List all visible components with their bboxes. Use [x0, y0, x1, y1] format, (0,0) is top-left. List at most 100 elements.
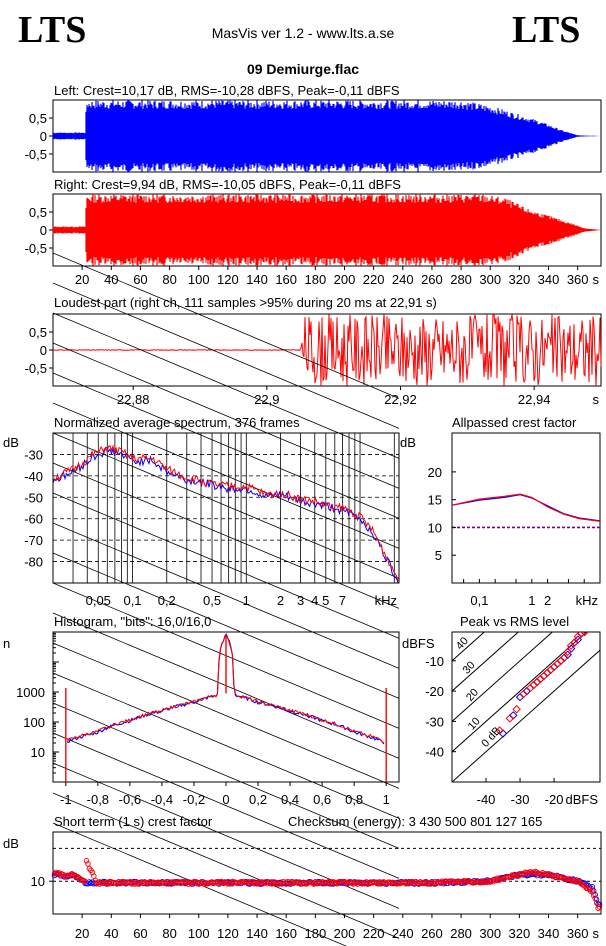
right-waveform-xtick-label: 280 [450, 272, 472, 287]
average-spectrum-plot [53, 444, 399, 583]
short-term-crest-point [85, 861, 91, 867]
histogram-xtick-label: -0,2 [183, 792, 205, 807]
right-waveform-xtick-label: 360 [567, 272, 589, 287]
short-term-crest-point [427, 881, 434, 887]
histogram-xtick-label: -0,8 [87, 792, 109, 807]
average-spectrum-ytick-label: -80 [24, 555, 43, 570]
allpassed-crest-ytick-label: 15 [428, 493, 442, 508]
right-waveform-xtick-label: 20 [75, 272, 89, 287]
average-spectrum-series-1 [53, 444, 399, 582]
peak-vs-rms-crest-label: 30 [461, 659, 478, 676]
average-spectrum-xtick-label: 5 [322, 593, 329, 608]
peak-vs-rms-point [580, 632, 589, 637]
short-term-crest-point [593, 896, 600, 903]
peak-vs-rms-point [495, 726, 504, 735]
short-term-crest-point [596, 904, 603, 910]
average-spectrum-ytick-label: -40 [24, 469, 43, 484]
allpassed-crest-xtick-label: 2 [544, 593, 551, 608]
loudest-part-ytick-label: 0 [40, 343, 47, 358]
app-title: MasVis ver 1.2 - www.lts.a.se [211, 25, 395, 41]
allpassed-crest-ytick-label: 10 [428, 520, 442, 535]
peak-vs-rms-xtick-label: -30 [511, 792, 530, 807]
short-term-crest-xtick-label: 180 [304, 926, 326, 941]
loudest-part-ytick-label: -0,5 [25, 361, 47, 376]
allpassed-crest-ylabel: dB [400, 435, 416, 450]
loudest-part-signal [52, 314, 602, 387]
short-term-crest-xtick-label: 160 [275, 926, 297, 941]
loudest-part-ytick-label: 0,5 [29, 325, 47, 340]
average-spectrum-slope-line [52, 732, 400, 879]
short-term-crest-point [77, 876, 84, 882]
short-term-crest-point [573, 877, 579, 883]
lts-logo-left: LTS [18, 9, 87, 51]
short-term-crest-xtick-label: 300 [479, 926, 501, 941]
right-waveform-signal [52, 194, 601, 266]
histogram-xtick-label: -1 [60, 792, 72, 807]
short-term-crest-xtick-label: 240 [392, 926, 414, 941]
short-term-crest-xtick-label: 100 [188, 926, 210, 941]
right-waveform-xtick-label: 100 [188, 272, 210, 287]
short-term-crest-point [330, 878, 336, 885]
loudest-part-xtick-label: 22,9 [254, 392, 279, 407]
peak-vs-rms-plot [452, 632, 600, 782]
histogram-xtick-label: -0,4 [151, 792, 173, 807]
histogram-xtick-label: -0,6 [119, 792, 141, 807]
short-term-crest-point [56, 869, 62, 876]
peak-vs-rms-point [570, 638, 579, 647]
average-spectrum-slope-line [52, 312, 400, 459]
histogram-ytick-label: 100 [23, 715, 45, 730]
short-term-crest-xtick-label: 280 [450, 926, 472, 941]
histogram-title: Histogram, "bits": 16,0/16,0 [54, 614, 211, 629]
average-spectrum-slope-line [52, 402, 400, 549]
peak-vs-rms-xunit-label: dBFS [565, 792, 598, 807]
right-waveform-xtick-label: 260 [421, 272, 443, 287]
average-spectrum-xtick-label: 0,1 [123, 593, 141, 608]
short-term-crest-xtick-label: 20 [75, 926, 89, 941]
peak-vs-rms-crest-line [452, 649, 600, 782]
short-term-crest-point [89, 869, 96, 876]
right-waveform-xtick-label: 60 [133, 272, 147, 287]
peak-vs-rms-ytick-label: -20 [425, 684, 444, 699]
short-term-crest-point [590, 892, 597, 899]
short-term-crest-point [534, 869, 540, 876]
peak-vs-rms-crest-label: 20 [464, 687, 481, 704]
peak-vs-rms-point [505, 714, 515, 723]
short-term-crest-xtick-label: 220 [363, 926, 385, 941]
checksum-label: Checksum (energy): 3 430 500 801 127 165 [288, 814, 542, 829]
short-term-crest-point [576, 878, 582, 885]
right-waveform-xtick-label: 140 [246, 272, 268, 287]
average-spectrum-title: Normalized average spectrum, 376 frames [54, 415, 300, 430]
allpassed-crest-ytick-label: 5 [435, 548, 442, 563]
peak-vs-rms-point [577, 632, 586, 638]
right-waveform-xtick-label: 160 [275, 272, 297, 287]
histogram-ylabel: n [3, 636, 10, 651]
lts-logo-right: LTS [512, 9, 581, 51]
average-spectrum-series-0 [53, 447, 399, 583]
short-term-crest-point [580, 882, 587, 888]
right-waveform-xtick-label: 80 [162, 272, 176, 287]
short-term-crest-xtick-label: 60 [133, 926, 147, 941]
average-spectrum-xunit-label: kHz [375, 593, 397, 608]
histogram-ytick-label: 10 [31, 745, 45, 760]
average-spectrum-slope-line [52, 552, 400, 699]
average-spectrum-slope-line [52, 372, 400, 519]
short-term-crest-xtick-label: 320 [509, 926, 531, 941]
average-spectrum-xtick-label: 0,5 [203, 593, 221, 608]
short-term-crest-ytick-label: 10 [31, 874, 45, 889]
loudest-part-xtick-label: 22,94 [518, 392, 551, 407]
average-spectrum-slope-line [52, 642, 400, 789]
peak-vs-rms-point [560, 653, 569, 663]
allpassed-crest-series-1 [451, 493, 601, 522]
histogram-xtick-label: 1 [383, 792, 390, 807]
right-waveform-xtick-label: 320 [509, 272, 531, 287]
short-term-crest-xtick-label: 200 [334, 926, 356, 941]
average-spectrum-xtick-label: 2 [277, 593, 284, 608]
peak-vs-rms-point [519, 689, 528, 699]
allpassed-crest-frame [451, 432, 601, 584]
right-waveform-ytick-label: 0,5 [29, 205, 47, 220]
left-waveform-ytick-label: 0,5 [29, 111, 47, 126]
short-term-crest-point [254, 881, 260, 887]
loudest-part-xtick-label: 22,88 [117, 392, 150, 407]
